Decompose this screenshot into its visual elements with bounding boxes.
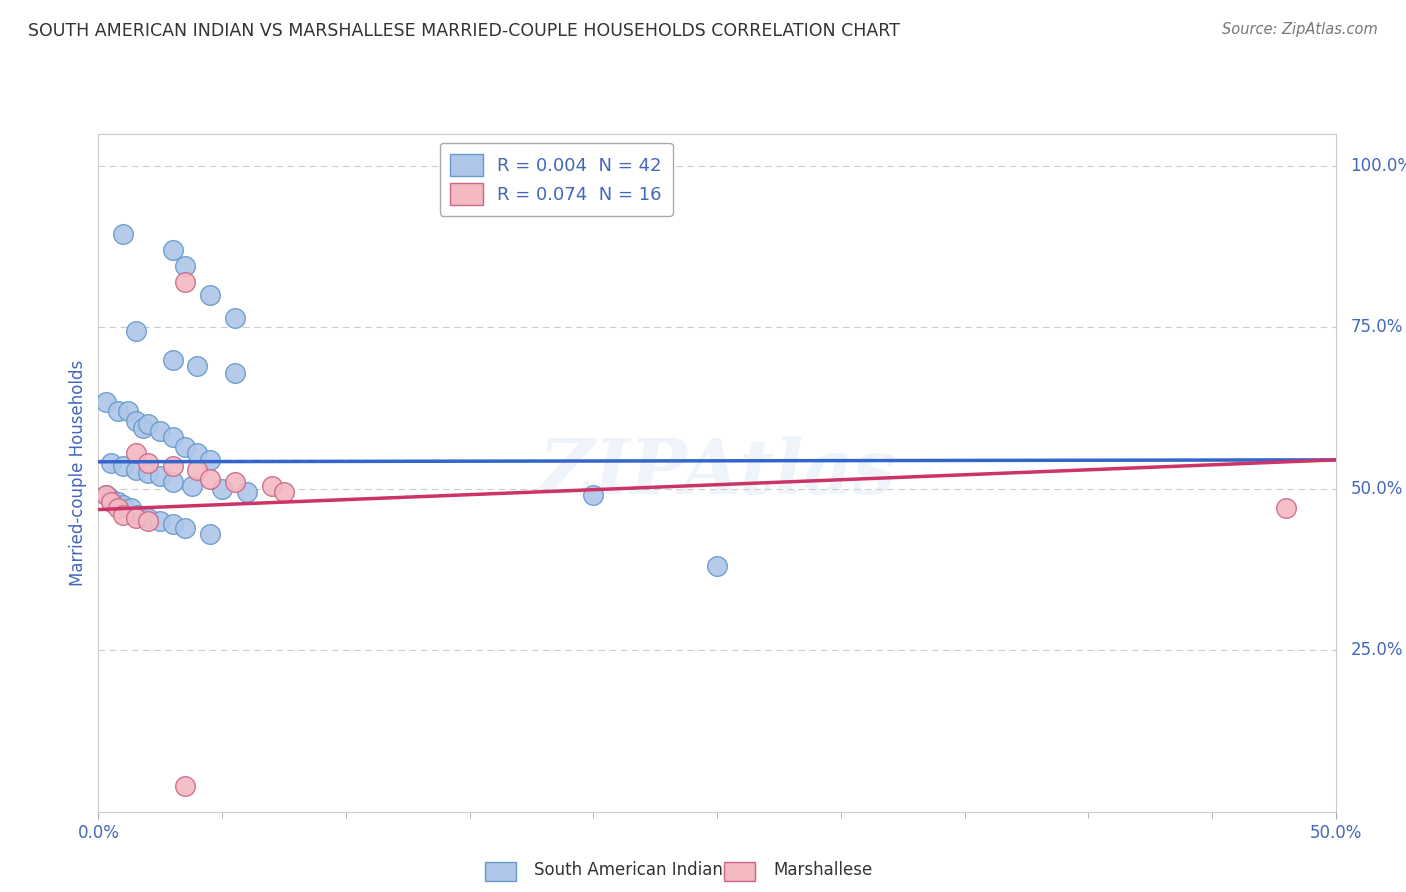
Point: [224, 475, 246, 490]
Point: [112, 508, 135, 522]
Point: [136, 456, 159, 470]
Point: [136, 466, 159, 480]
Point: [94, 488, 117, 502]
Point: [124, 462, 146, 476]
Point: [107, 495, 129, 509]
Point: [260, 478, 283, 492]
Text: 25.0%: 25.0%: [1351, 641, 1403, 659]
Point: [236, 485, 259, 500]
Point: [100, 491, 122, 506]
Point: [136, 417, 159, 432]
Text: SOUTH AMERICAN INDIAN VS MARSHALLESE MARRIED-COUPLE HOUSEHOLDS CORRELATION CHART: SOUTH AMERICAN INDIAN VS MARSHALLESE MAR…: [28, 22, 900, 40]
Point: [582, 488, 605, 502]
Point: [100, 456, 122, 470]
Point: [174, 259, 197, 273]
Text: ZIPAtlas: ZIPAtlas: [538, 436, 896, 509]
Point: [112, 498, 135, 512]
Point: [162, 430, 184, 444]
Point: [174, 275, 197, 289]
Point: [162, 475, 184, 490]
Point: [94, 488, 117, 502]
Text: 50.0%: 50.0%: [1351, 480, 1403, 498]
Point: [162, 459, 184, 474]
Point: [186, 462, 208, 476]
Point: [127, 508, 149, 522]
Point: [107, 404, 129, 418]
Text: Source: ZipAtlas.com: Source: ZipAtlas.com: [1222, 22, 1378, 37]
Point: [1275, 501, 1298, 516]
Point: [136, 511, 159, 525]
Point: [124, 414, 146, 428]
Point: [132, 420, 155, 434]
Point: [273, 485, 295, 500]
Point: [198, 527, 221, 541]
Point: [136, 514, 159, 528]
Point: [112, 459, 135, 474]
Point: [174, 440, 197, 454]
Point: [120, 501, 142, 516]
Point: [706, 559, 728, 574]
Point: [186, 359, 208, 374]
Point: [162, 352, 184, 367]
Point: [124, 511, 146, 525]
Point: [107, 501, 129, 516]
Point: [174, 521, 197, 535]
Text: 75.0%: 75.0%: [1351, 318, 1403, 336]
Text: 100.0%: 100.0%: [1351, 157, 1406, 175]
Point: [162, 243, 184, 257]
Text: South American Indians: South American Indians: [534, 861, 733, 879]
Y-axis label: Married-couple Households: Married-couple Households: [69, 359, 87, 586]
Point: [211, 482, 233, 496]
Point: [181, 478, 204, 492]
Text: Marshallese: Marshallese: [773, 861, 873, 879]
Point: [174, 779, 197, 793]
Point: [224, 366, 246, 380]
Point: [198, 453, 221, 467]
Point: [94, 394, 117, 409]
Point: [224, 310, 246, 325]
Point: [124, 446, 146, 460]
Point: [149, 424, 172, 438]
Point: [198, 472, 221, 486]
Legend: R = 0.004  N = 42, R = 0.074  N = 16: R = 0.004 N = 42, R = 0.074 N = 16: [440, 143, 672, 216]
Point: [186, 446, 208, 460]
Point: [162, 517, 184, 532]
Point: [100, 495, 122, 509]
Point: [149, 469, 172, 483]
Point: [124, 324, 146, 338]
Point: [198, 288, 221, 302]
Point: [117, 404, 139, 418]
Point: [149, 514, 172, 528]
Point: [112, 227, 135, 241]
